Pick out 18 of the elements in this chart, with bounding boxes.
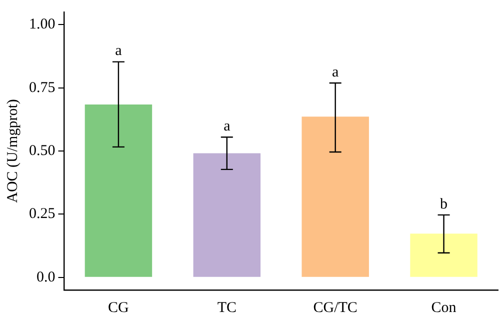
bar <box>193 153 261 277</box>
x-tick-label: Con <box>431 300 457 316</box>
bar <box>84 104 152 277</box>
annotation: a <box>115 43 122 60</box>
x-tick-label: TC <box>217 300 236 316</box>
bar <box>302 116 369 277</box>
annotation: a <box>224 118 231 135</box>
x-tick-label: CG <box>108 300 130 316</box>
annotation: b <box>440 196 448 212</box>
bar <box>410 234 478 277</box>
y-tick-label: 0.0 <box>36 269 56 286</box>
y-axis-title: AOC (U/mgprot) <box>4 99 21 203</box>
y-tick-label: 0.75 <box>29 80 56 96</box>
y-tick-label: 1.00 <box>29 16 56 33</box>
y-tick-label: 0.50 <box>29 142 56 159</box>
annotation: a <box>332 64 340 80</box>
x-tick-label: CG/TC <box>313 300 358 316</box>
y-tick-label: 0.25 <box>29 206 56 222</box>
